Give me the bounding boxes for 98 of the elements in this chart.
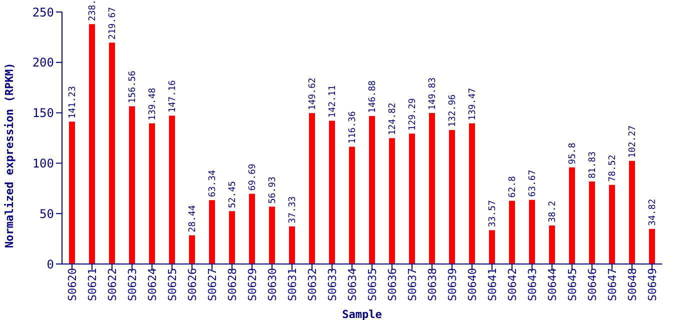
x-tick-label: S0632: [306, 268, 319, 302]
x-tick-label: S0621: [86, 268, 99, 302]
y-tick-label: 200: [32, 56, 54, 70]
data-label: 28.44: [188, 205, 198, 232]
data-label: 34.82: [648, 198, 658, 226]
x-tick-label: S0625: [166, 268, 179, 302]
bar: [449, 130, 455, 264]
x-tick-label: S0637: [406, 268, 419, 302]
x-tick-label: S0645: [566, 268, 579, 302]
y-tick-label: 250: [32, 5, 54, 20]
data-label: 63.67: [528, 170, 538, 197]
x-tick-label: S0627: [206, 268, 219, 302]
data-label: 139.47: [468, 88, 478, 120]
bar: [169, 116, 175, 264]
x-tick-label: S0643: [526, 268, 539, 302]
data-label: 62.8: [508, 176, 518, 198]
x-tick-label: S0631: [286, 268, 299, 302]
data-label: 38.2: [548, 200, 558, 222]
bar: [629, 160, 635, 264]
x-tick-label: S0639: [446, 268, 459, 302]
x-tick-label: S0628: [226, 268, 239, 302]
data-label: 147.16: [168, 80, 178, 113]
data-label: 63.34: [208, 170, 218, 198]
data-label: 95.8: [568, 142, 578, 164]
x-tick-label: S0640: [466, 268, 479, 302]
y-tick-label: 150: [32, 106, 54, 120]
x-tick-label: S0638: [426, 268, 439, 302]
bar: [229, 211, 235, 264]
bar: [429, 112, 435, 264]
bar: [529, 200, 535, 264]
data-label: 33.57: [488, 200, 498, 228]
x-tick-label: S0648: [626, 268, 639, 302]
data-label: 146.88: [368, 80, 378, 113]
bar: [209, 200, 215, 264]
data-label: 219.67: [108, 7, 118, 40]
x-tick-label: S0630: [266, 268, 279, 302]
x-tick-label: S0646: [586, 268, 599, 302]
x-tick-label: S0622: [106, 268, 119, 302]
x-tick-label: S0635: [366, 268, 379, 302]
data-label: 141.23: [68, 86, 78, 119]
bar: [609, 184, 615, 264]
x-tick-label: S0623: [126, 268, 139, 302]
data-label: 238.: [88, 0, 98, 22]
bar: [249, 194, 255, 264]
x-axis-title: Sample: [342, 308, 382, 320]
bar: [149, 123, 155, 264]
bar: [89, 24, 95, 264]
x-tick-label: S0626: [186, 268, 199, 302]
y-tick-label: 100: [32, 156, 54, 170]
data-label: 116.36: [348, 111, 358, 144]
bar: [549, 225, 555, 264]
x-tick-label: S0633: [326, 268, 339, 302]
x-tick-label: S0636: [386, 268, 399, 302]
bar: [129, 106, 135, 264]
data-label: 149.62: [308, 78, 318, 110]
x-tick-label: S0629: [246, 268, 259, 302]
bar: [389, 138, 395, 264]
x-tick-label: S0634: [346, 268, 359, 302]
data-label: 37.33: [288, 196, 298, 224]
bar: [489, 230, 495, 264]
data-label: 78.52: [608, 154, 618, 182]
bar: [509, 200, 515, 264]
bar: [569, 167, 575, 264]
data-label: 129.29: [408, 98, 418, 131]
bar: [109, 42, 115, 264]
data-label: 102.27: [628, 125, 638, 158]
data-label: 139.48: [148, 88, 158, 120]
x-tick-label: S0642: [506, 268, 519, 302]
bar: [369, 116, 375, 264]
y-tick-label: 50: [40, 206, 54, 221]
bar: [589, 182, 595, 264]
y-tick-label: 0: [46, 257, 54, 272]
bar: [269, 206, 275, 264]
x-tick-label: S0647: [606, 268, 619, 302]
x-tick-label: S0620: [66, 268, 79, 302]
bar: [289, 226, 295, 264]
data-label: 52.45: [228, 181, 238, 208]
data-label: 69.69: [248, 164, 258, 191]
bar: [349, 146, 355, 264]
x-tick-label: S0624: [146, 268, 159, 302]
bar: [189, 235, 195, 264]
data-label: 142.11: [328, 85, 338, 118]
bar: [69, 122, 75, 264]
data-label: 149.83: [428, 77, 438, 110]
bar: [309, 113, 315, 264]
data-label: 124.82: [388, 102, 398, 136]
bar: [469, 123, 475, 264]
data-label: 132.96: [448, 94, 458, 127]
x-tick-label: S0641: [486, 268, 499, 302]
data-label: 56.93: [268, 176, 278, 204]
x-tick-label: S0644: [546, 268, 559, 302]
data-label: 156.56: [128, 70, 138, 104]
bar: [409, 134, 415, 264]
y-axis-title: Normalized expression (RPKM): [2, 62, 16, 248]
bar: [329, 120, 335, 264]
x-tick-label: S0649: [646, 268, 659, 302]
data-label: 81.83: [588, 151, 598, 179]
bar: [649, 228, 655, 264]
